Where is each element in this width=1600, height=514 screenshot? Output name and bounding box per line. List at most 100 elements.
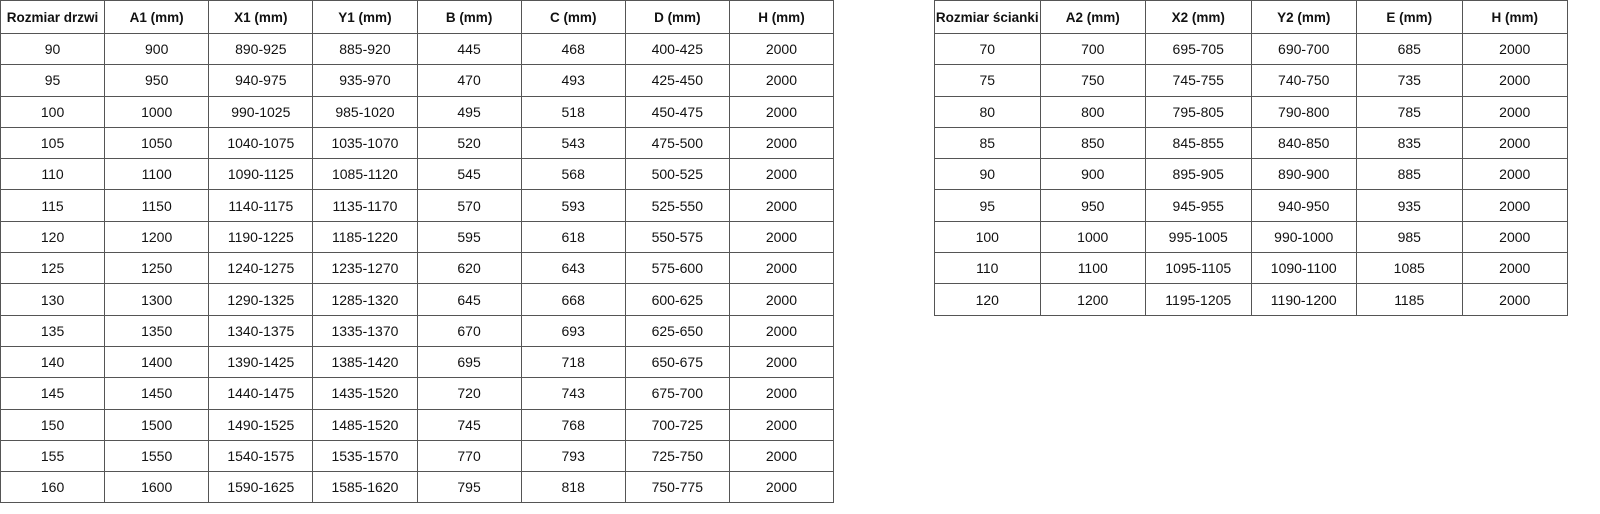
table-cell: 1195-1205: [1145, 283, 1252, 316]
table-row: 75 750 745-755 740-750 735 2000: [934, 64, 1568, 97]
column-header: Y1 (mm): [312, 0, 418, 34]
table-cell: 690-700: [1250, 32, 1357, 66]
table-cell: 2000: [728, 345, 835, 379]
table-cell: 2000: [1461, 95, 1568, 128]
table-cell: 990-1000: [1250, 220, 1357, 254]
table-body: 70 700 695-705 690-700 685 2000 75 750 745-755 74…: [934, 32, 1568, 316]
table-row: 130 1300 1290-1325 1285-1320 645 668 600-625 20…: [0, 283, 835, 316]
table-cell: 495: [416, 95, 522, 128]
table-cell: 768: [520, 408, 626, 441]
table-cell: 570: [416, 189, 522, 222]
table-row: 125 1250 1240-1275 1235-1270 620 643 575-600 20…: [0, 252, 835, 285]
table-cell: 2000: [728, 95, 835, 128]
table-cell: 618: [520, 220, 626, 254]
table-cell: 1200: [1039, 283, 1146, 316]
table-cell: 1150: [104, 189, 210, 222]
table-cell: 625-650: [624, 314, 730, 347]
table-cell: 2000: [728, 439, 835, 473]
table-cell: 940-950: [1250, 189, 1357, 222]
table-row: 80 800 795-805 790-800 785 2000: [934, 95, 1568, 128]
table-cell: 120: [934, 283, 1041, 316]
column-header: D (mm): [624, 0, 730, 34]
table-cell: 1085: [1356, 252, 1463, 285]
table-cell: 600-625: [624, 283, 730, 316]
table-cell: 145: [0, 377, 106, 410]
table-cell: 110: [934, 252, 1041, 285]
table-cell: 2000: [728, 283, 835, 316]
table-cell: 1435-1520: [312, 377, 418, 410]
table-cell: 743: [520, 377, 626, 410]
table-cell: 468: [520, 32, 626, 66]
table-row: 120 1200 1195-1205 1190-1200 1185 2000: [934, 283, 1568, 316]
table-cell: 1400: [104, 345, 210, 379]
table-cell: 645: [416, 283, 522, 316]
table-cell: 1440-1475: [208, 377, 314, 410]
table-cell: 695-705: [1145, 32, 1252, 66]
table-cell: 70: [934, 32, 1041, 66]
column-header: Rozmiar drzwi: [0, 0, 106, 34]
table-cell: 885: [1356, 158, 1463, 191]
table-cell: 1240-1275: [208, 252, 314, 285]
table-cell: 895-905: [1145, 158, 1252, 191]
table-body: 90 900 890-925 885-920 445 468 400-425 2000 95 95…: [0, 32, 835, 504]
table-cell: 1035-1070: [312, 126, 418, 160]
table-cell: 985: [1356, 220, 1463, 254]
table-cell: 1540-1575: [208, 439, 314, 473]
table-cell: 620: [416, 252, 522, 285]
table-cell: 2000: [728, 377, 835, 410]
table-cell: 125: [0, 252, 106, 285]
table-row: 110 1100 1095-1105 1090-1100 1085 2000: [934, 252, 1568, 285]
table-row: 140 1400 1390-1425 1385-1420 695 718 650-675 20…: [0, 345, 835, 379]
table-cell: 2000: [1461, 64, 1568, 97]
table-cell: 2000: [1461, 158, 1568, 191]
table-cell: 1100: [1039, 252, 1146, 285]
table-cell: 740-750: [1250, 64, 1357, 97]
table-cell: 685: [1356, 32, 1463, 66]
table-cell: 550-575: [624, 220, 730, 254]
column-header: A2 (mm): [1039, 0, 1146, 34]
table-cell: 935-970: [312, 64, 418, 97]
table-cell: 595: [416, 220, 522, 254]
table-cell: 995-1005: [1145, 220, 1252, 254]
table-cell: 90: [934, 158, 1041, 191]
table-cell: 1085-1120: [312, 158, 418, 191]
table-cell: 1100: [104, 158, 210, 191]
table-cell: 670: [416, 314, 522, 347]
table-cell: 500-525: [624, 158, 730, 191]
table-cell: 1385-1420: [312, 345, 418, 379]
table-cell: 155: [0, 439, 106, 473]
table-cell: 470: [416, 64, 522, 97]
table-cell: 1185-1220: [312, 220, 418, 254]
table-cell: 1285-1320: [312, 283, 418, 316]
table-cell: 795-805: [1145, 95, 1252, 128]
header-row: Rozmiar drzwi A1 (mm) X1 (mm) Y1 (mm) B (mm)…: [0, 0, 835, 34]
table-cell: 160: [0, 471, 106, 504]
column-header: E (mm): [1356, 0, 1463, 34]
table-cell: 493: [520, 64, 626, 97]
table-cell: 1040-1075: [208, 126, 314, 160]
table-cell: 150: [0, 408, 106, 441]
table-row: 135 1350 1340-1375 1335-1370 670 693 625-650 20…: [0, 314, 835, 347]
table-cell: 2000: [728, 158, 835, 191]
column-header: Rozmiar ścianki: [934, 0, 1041, 34]
column-header: B (mm): [416, 0, 522, 34]
table-row: 70 700 695-705 690-700 685 2000: [934, 32, 1568, 66]
table-row: 95 950 945-955 940-950 935 2000: [934, 189, 1568, 222]
table-cell: 115: [0, 189, 106, 222]
table-cell: 1300: [104, 283, 210, 316]
table-cell: 75: [934, 64, 1041, 97]
table-cell: 1450: [104, 377, 210, 410]
table-cell: 2000: [1461, 283, 1568, 316]
table-cell: 1090-1125: [208, 158, 314, 191]
table-cell: 110: [0, 158, 106, 191]
table-cell: 2000: [1461, 252, 1568, 285]
table-cell: 2000: [728, 126, 835, 160]
table-cell: 1550: [104, 439, 210, 473]
table-cell: 1250: [104, 252, 210, 285]
table-cell: 2000: [1461, 32, 1568, 66]
table-cell: 650-675: [624, 345, 730, 379]
table-cell: 2000: [1461, 220, 1568, 254]
table-cell: 935: [1356, 189, 1463, 222]
column-header: Y2 (mm): [1250, 0, 1357, 34]
table-cell: 450-475: [624, 95, 730, 128]
